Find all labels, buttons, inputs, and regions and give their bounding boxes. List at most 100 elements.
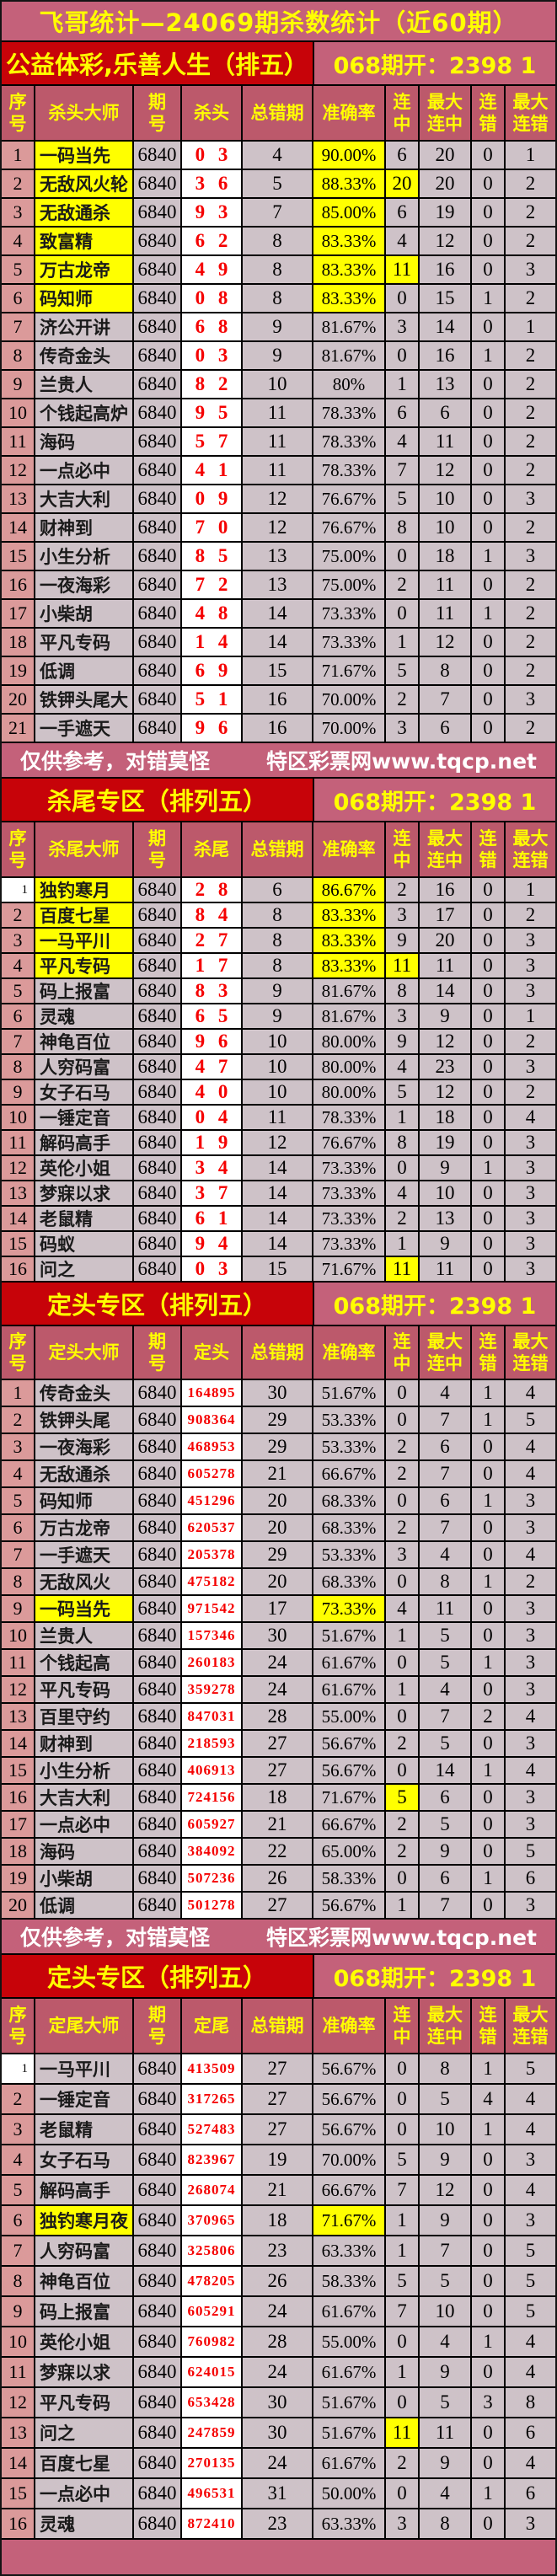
- max-streak-miss: 5: [506, 2236, 555, 2267]
- max-streak-miss: 3: [506, 1893, 555, 1920]
- streak-hit: 4: [386, 228, 420, 256]
- table-row: 9 兰贵人 6840 8 2 10 80% 1 13 0 2: [2, 371, 555, 399]
- row-number: 10: [2, 1623, 35, 1650]
- row-number: 13: [2, 2418, 35, 2449]
- period-count: 6840: [134, 1569, 182, 1596]
- max-streak-hit: 7: [420, 2236, 472, 2267]
- streak-miss: 0: [472, 228, 506, 256]
- streak-hit: 7: [386, 2176, 420, 2206]
- max-streak-miss: 3: [506, 1156, 555, 1181]
- table-row: 1 独钓寒月 6840 2 8 6 86.67% 2 16 0 1: [2, 878, 555, 903]
- max-streak-hit: 8: [420, 1569, 472, 1596]
- wrong-count: 12: [243, 485, 313, 514]
- draw-result: 068期开：2398 1: [314, 42, 555, 84]
- row-number: 4: [2, 228, 35, 256]
- master-name: 码蚁: [35, 1232, 134, 1257]
- pick-numbers: 260183: [182, 1650, 243, 1677]
- accuracy-rate: 58.33%: [313, 2267, 386, 2297]
- period-count: 6840: [134, 979, 182, 1004]
- wrong-count: 14: [243, 600, 313, 629]
- period-count: 6840: [134, 2085, 182, 2115]
- period-count: 6840: [134, 1232, 182, 1257]
- row-number: 1: [2, 1380, 35, 1407]
- section-header-bar: 杀尾专区（排列五） 068期开：2398 1: [2, 779, 555, 822]
- streak-miss: 1: [472, 1488, 506, 1515]
- pick-numbers: 475182: [182, 1569, 243, 1596]
- wrong-count: 14: [243, 1156, 313, 1181]
- accuracy-rate: 81.67%: [313, 979, 386, 1004]
- master-name: 小生分析: [35, 543, 134, 571]
- wrong-count: 27: [243, 2054, 313, 2085]
- streak-miss: 0: [472, 1596, 506, 1623]
- site-link[interactable]: 特区彩票网www.tqcp.net: [266, 749, 537, 774]
- period-count: 6840: [134, 1380, 182, 1407]
- max-streak-miss: 3: [506, 485, 555, 514]
- pick-numbers: 359278: [182, 1677, 243, 1704]
- section-kill-tail: 杀尾专区（排列五） 068期开：2398 1 序 号杀尾大师期 号杀尾 总错期 准确…: [2, 779, 555, 1283]
- row-number: 5: [2, 2176, 35, 2206]
- max-streak-miss: 5: [506, 2267, 555, 2297]
- table-row: 15 一点必中 6840 496531 31 50.00% 0 4 1 6: [2, 2479, 555, 2509]
- max-streak-hit: 14: [420, 979, 472, 1004]
- pick-numbers: 6 8: [182, 313, 243, 342]
- section-fix-head: 定头专区（排列五） 068期开：2398 1 序 号定头大师期 号定头 总错期 准确…: [2, 1283, 555, 1920]
- max-streak-miss: 4: [506, 1380, 555, 1407]
- period-count: 6840: [134, 2206, 182, 2236]
- max-streak-hit: 17: [420, 903, 472, 929]
- streak-hit: 1: [386, 1232, 420, 1257]
- max-streak-hit: 12: [420, 228, 472, 256]
- master-name: 铁钾头尾: [35, 1407, 134, 1434]
- max-streak-hit: 20: [420, 170, 472, 199]
- accuracy-rate: 66.67%: [313, 1461, 386, 1488]
- max-streak-miss: 3: [506, 1623, 555, 1650]
- pick-numbers: 527483: [182, 2115, 243, 2145]
- row-number: 15: [2, 543, 35, 571]
- table-row: 20 铁钾头尾大 6840 5 1 16 70.00% 2 7 0 3: [2, 686, 555, 715]
- streak-hit: 11: [386, 2418, 420, 2449]
- streak-hit: 6: [386, 142, 420, 170]
- pick-numbers: 4 7: [182, 1055, 243, 1080]
- row-number: 4: [2, 1461, 35, 1488]
- accuracy-rate: 78.33%: [313, 457, 386, 485]
- accuracy-rate: 51.67%: [313, 1380, 386, 1407]
- streak-hit: 6: [386, 399, 420, 428]
- max-streak-miss: 3: [506, 1515, 555, 1542]
- max-streak-hit: 5: [420, 2085, 472, 2115]
- master-name: 一码当先: [35, 142, 134, 170]
- master-name: 问之: [35, 1257, 134, 1283]
- max-streak-miss: 3: [506, 1131, 555, 1156]
- period-count: 6840: [134, 228, 182, 256]
- row-number: 3: [2, 929, 35, 954]
- pick-numbers: 908364: [182, 1407, 243, 1434]
- row-number: 9: [2, 371, 35, 399]
- row-number: 6: [2, 1004, 35, 1030]
- accuracy-rate: 73.33%: [313, 1596, 386, 1623]
- table-row: 9 码上报富 6840 605291 24 61.67% 7 10 0 5: [2, 2297, 555, 2327]
- table-row: 20 低调 6840 501278 27 56.67% 1 7 0 3: [2, 1893, 555, 1920]
- pick-numbers: 8 3: [182, 979, 243, 1004]
- period-count: 6840: [134, 1181, 182, 1207]
- master-name: 一码当先: [35, 1596, 134, 1623]
- site-link[interactable]: 特区彩票网www.tqcp.net: [266, 1925, 537, 1950]
- accuracy-rate: 50.00%: [313, 2479, 386, 2509]
- streak-miss: 0: [472, 929, 506, 954]
- master-name: 老鼠精: [35, 2115, 134, 2145]
- period-count: 6840: [134, 2358, 182, 2388]
- wrong-count: 15: [243, 657, 313, 686]
- pick-numbers: 2 7: [182, 929, 243, 954]
- streak-miss: 0: [472, 1515, 506, 1542]
- period-count: 6840: [134, 2236, 182, 2267]
- accuracy-rate: 80%: [313, 371, 386, 399]
- max-streak-miss: 4: [506, 1542, 555, 1569]
- row-number: 15: [2, 1232, 35, 1257]
- period-count: 6840: [134, 1893, 182, 1920]
- streak-hit: 1: [386, 2206, 420, 2236]
- max-streak-hit: 9: [420, 2449, 472, 2479]
- master-name: 铁钾头尾大: [35, 686, 134, 715]
- period-count: 6840: [134, 1731, 182, 1758]
- max-streak-miss: 8: [506, 2388, 555, 2418]
- wrong-count: 18: [243, 2206, 313, 2236]
- table-row: 10 兰贵人 6840 157346 30 51.67% 1 5 0 3: [2, 1623, 555, 1650]
- master-name: 大吉大利: [35, 485, 134, 514]
- section-header-bar: 定头专区（排列五） 068期开：2398 1: [2, 1955, 555, 1999]
